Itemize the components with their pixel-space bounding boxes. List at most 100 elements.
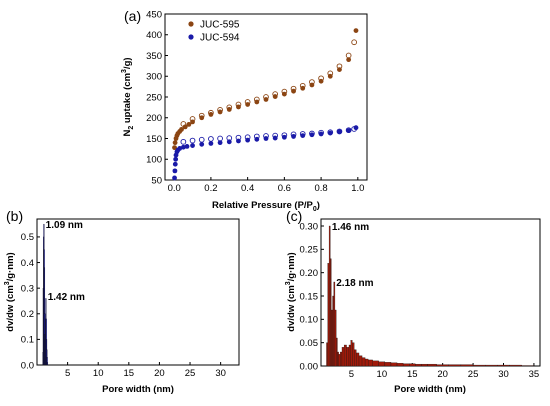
panel-c-y-tick-label: 0.20 [300, 268, 319, 279]
juc-594-adsorption-point [245, 137, 251, 143]
panel-c-bar [331, 309, 333, 367]
legend-label-juc-595: JUC-595 [200, 20, 240, 31]
panel-c-peak-annotation: 2.18 nm [336, 278, 373, 289]
legend-marker-juc-595 [188, 21, 194, 27]
panel-c-bar [372, 360, 379, 367]
panel-c-bar [334, 309, 337, 367]
panel-b-y-axis-label: dv/dw (cm3/g·nm) [4, 252, 16, 331]
panel-c-y-axis-label: dv/dw (cm3/g·nm) [285, 252, 297, 331]
juc-594-adsorption-point [184, 143, 190, 149]
juc-594-adsorption-point [337, 129, 342, 135]
panel-a-y-tick-label: 150 [146, 134, 162, 145]
panel-c-bar [327, 263, 330, 367]
panel-c-x-tick-label: 25 [468, 369, 479, 380]
panel-c-bar [409, 363, 416, 367]
panel-c-bar [378, 361, 386, 367]
panel-a-x-axis-label: Relative Pressure (P/P0) [212, 200, 320, 213]
panel-c-bar [384, 362, 392, 367]
panel-c-label: (c) [286, 208, 302, 224]
panel-a-y-tick-label: 350 [146, 51, 162, 62]
panel-b-peak-annotation: 1.42 nm [48, 292, 85, 303]
panel-b-x-tick-label: 25 [185, 368, 196, 379]
panel-b-x-tick-label: 10 [93, 368, 104, 379]
juc-594-adsorption-point [318, 131, 324, 137]
juc-595-adsorption-point [226, 107, 232, 112]
juc-594-adsorption-point [226, 139, 232, 145]
panel-c-bar [336, 337, 338, 367]
panel-a-y-axis-label: N2 uptake (cm3/g) [121, 57, 135, 136]
panel-a-label: (a) [124, 8, 141, 24]
panel-a-y-tick-label: 400 [146, 30, 162, 41]
juc-594-desorption-point [180, 138, 187, 145]
panel-c-peak-annotation: 1.46 nm [332, 222, 369, 233]
panel-c-y-tick-label: 0.05 [300, 338, 319, 349]
panel-c-x-tick-label: 15 [407, 369, 418, 380]
juc-594-desorption-point [198, 136, 205, 143]
panel-c-bar [364, 358, 369, 367]
panel-c-y-tick-label: 0.15 [300, 291, 319, 302]
panel-c-bar [460, 364, 474, 367]
panel-c-bar [358, 355, 363, 367]
panel-c-bar [367, 359, 373, 367]
juc-595-adsorption-point [353, 28, 359, 33]
juc-595-adsorption-point [186, 121, 192, 127]
panel-c-bar [330, 258, 332, 367]
panel-b-chart: (b) 5 10 15 20 25 30 0.0 0.1 0.2 0.3 0.4 0.5 1.09 n… [4, 208, 240, 395]
panel-c-x-tick-label: 35 [529, 369, 540, 380]
legend-label-juc-594: JUC-594 [200, 33, 240, 44]
panel-b-x-axis-label: Pore width (nm) [102, 384, 174, 395]
legend-marker-juc-594 [188, 34, 194, 40]
panel-b-peak-annotation: 1.09 nm [46, 220, 83, 231]
juc-594-adsorption-point [281, 134, 287, 140]
juc-595-adsorption-point [272, 94, 278, 99]
juc-595-adsorption-point [217, 109, 223, 115]
panel-c-bar [333, 281, 336, 367]
panel-c-bar [402, 363, 410, 367]
juc-595-desorption-point [351, 39, 357, 46]
juc-595-adsorption-point [182, 124, 188, 130]
panel-c-bar [509, 364, 522, 367]
panel-b-y-tick-label: 0.2 [21, 309, 34, 320]
juc-595-adsorption-point [337, 67, 342, 73]
juc-595-adsorption-point [327, 73, 333, 79]
panel-a-x-tick-label: 0.6 [278, 183, 291, 194]
panel-c-bar [448, 364, 462, 367]
juc-594-desorption-point [189, 137, 196, 144]
panel-b-x-tick-label: 15 [124, 368, 135, 379]
panel-c-bar [350, 340, 353, 367]
juc-594-adsorption-point [208, 141, 214, 146]
juc-594-desorption-point [217, 135, 223, 142]
juc-595-adsorption-point [263, 97, 269, 102]
juc-594-adsorption-point [172, 168, 178, 174]
juc-594-adsorption-point [236, 138, 241, 144]
panel-c-bar [415, 363, 422, 367]
juc-595-adsorption-point [236, 104, 241, 110]
panel-c-chart: (c) 5 10 15 20 25 30 35 0.00 0.05 0.10 0.15 0.20 0.2… [285, 208, 541, 395]
panel-c-bar [396, 363, 404, 367]
juc-594-adsorption-point [291, 134, 296, 139]
panel-a-y-tick-label: 300 [146, 72, 162, 83]
panel-a-chart: (a) 0.0 0.2 0.4 0.6 0.8 1.0 50 100 150 200 250 300 3… [121, 8, 368, 213]
panel-a-x-tick-label: 0.8 [314, 183, 327, 194]
panel-a-y-tick-label: 450 [146, 9, 162, 20]
panel-a-y-tick-label: 100 [146, 155, 162, 166]
juc-594-adsorption-point [172, 175, 177, 181]
panel-c-bar [356, 352, 360, 367]
panel-a-y-tick-label: 200 [146, 113, 162, 124]
juc-595-adsorption-point [254, 99, 260, 105]
juc-594-adsorption-point [190, 143, 195, 148]
panel-b-y-tick-label: 0.0 [21, 360, 34, 371]
juc-595-adsorption-point [190, 119, 195, 125]
panel-c-bar [341, 347, 345, 367]
panel-a-x-tick-label: 0.4 [241, 183, 254, 194]
panel-b-x-tick-label: 20 [154, 368, 165, 379]
panel-b-x-tick-label: 5 [65, 368, 70, 379]
juc-595-adsorption-point [346, 57, 352, 63]
panel-c-bar [472, 364, 486, 367]
panel-c-bar [328, 225, 331, 367]
juc-594-adsorption-point [254, 136, 260, 142]
panel-c-bar [343, 344, 347, 367]
juc-595-adsorption-point [179, 126, 184, 132]
juc-594-adsorption-point [263, 136, 269, 141]
